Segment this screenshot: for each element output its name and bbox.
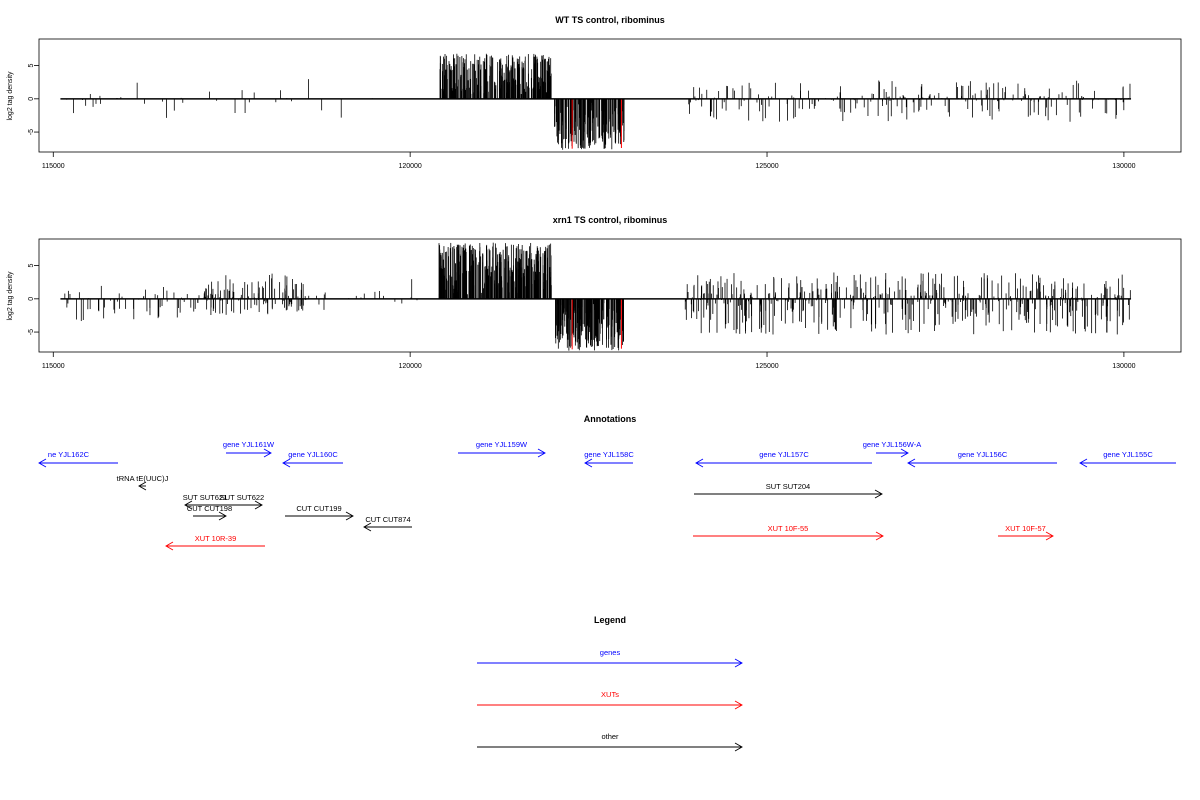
legend-label: XUTs bbox=[601, 690, 619, 699]
annotation-arrow-head bbox=[907, 458, 916, 468]
annotation-feature: SUT SUT621 bbox=[183, 493, 227, 510]
x-tick-label: 115000 bbox=[42, 163, 65, 170]
x-tick-label: 125000 bbox=[755, 363, 778, 370]
annotation-arrow-head bbox=[875, 531, 884, 541]
annotation-label: gene YJL159W bbox=[476, 440, 528, 449]
annotation-label: gene YJL158C bbox=[584, 450, 634, 459]
y-axis-label-xrn1: log2 tag density bbox=[7, 271, 14, 321]
x-tick-label: 120000 bbox=[398, 363, 421, 370]
y-axis-label-wt: log2 tag density bbox=[7, 71, 14, 121]
annotation-arrow-head bbox=[874, 489, 883, 499]
annotation-label: gene YJL156W-A bbox=[863, 440, 922, 449]
y-tick-label: -5 bbox=[28, 329, 35, 335]
y-tick-label: 0 bbox=[28, 97, 35, 101]
annotation-arrow-head bbox=[584, 458, 593, 468]
annotation-feature: SUT SUT622 bbox=[220, 493, 264, 510]
annotation-feature: SUT SUT204 bbox=[694, 482, 883, 499]
annotation-label: XUT 10F-57 bbox=[1005, 524, 1046, 533]
annotation-feature: XUT 10F-57 bbox=[998, 524, 1054, 541]
axes-xrn1: 115000 120000 125000 130000 -5 0 5 bbox=[28, 264, 1136, 370]
annotation-arrow-head bbox=[900, 448, 909, 458]
annotation-feature: gene YJL157C bbox=[695, 450, 872, 468]
legend-title: Legend bbox=[594, 615, 626, 625]
annotation-feature: gene YJL161W bbox=[223, 440, 275, 458]
annotation-arrow-head bbox=[184, 500, 193, 510]
annotation-label: XUT 10R-39 bbox=[195, 534, 237, 543]
annotations-title: Annotations bbox=[584, 414, 637, 424]
annotation-label: gene YJL160C bbox=[288, 450, 338, 459]
annotation-feature: XUT 10F-55 bbox=[693, 524, 884, 541]
annotation-label: gene YJL161W bbox=[223, 440, 275, 449]
annotation-arrow-head bbox=[38, 458, 47, 468]
annotation-arrow-head bbox=[218, 511, 227, 521]
legend-entry: XUTs bbox=[477, 690, 743, 710]
annotation-label: XUT 10F-55 bbox=[768, 524, 809, 533]
annotation-label: SUT SUT622 bbox=[220, 493, 264, 502]
panel-title-wt: WT TS control, ribominus bbox=[555, 15, 665, 25]
annotation-arrow-head bbox=[254, 500, 263, 510]
axes-wt: 115000 120000 125000 130000 -5 0 5 bbox=[28, 64, 1136, 170]
annotation-arrow-head bbox=[165, 541, 174, 551]
y-tick-label: 5 bbox=[28, 64, 35, 68]
annotation-label: ne YJL162C bbox=[48, 450, 90, 459]
annotation-label: SUT SUT204 bbox=[766, 482, 810, 491]
annotation-feature: gene YJL156C bbox=[907, 450, 1057, 468]
annotation-arrow-head bbox=[537, 448, 546, 458]
bars-wt bbox=[66, 53, 1131, 150]
x-tick-label: 130000 bbox=[1112, 363, 1135, 370]
annotation-feature: gene YJL156W-A bbox=[863, 440, 922, 458]
annotation-feature: CUT CUT199 bbox=[285, 504, 354, 521]
legend-entry: genes bbox=[477, 648, 743, 668]
annotation-feature: gene YJL160C bbox=[282, 450, 343, 468]
annotation-arrow-head bbox=[1045, 531, 1054, 541]
annotation-feature: CUT CUT198 bbox=[187, 504, 232, 521]
legend-label: genes bbox=[600, 648, 621, 657]
annotation-feature: gene YJL158C bbox=[584, 450, 634, 468]
bars-xrn1 bbox=[64, 242, 1131, 351]
legend-arrow-head bbox=[734, 700, 743, 710]
annotation-feature: tRNA tE(UUC)J bbox=[117, 474, 169, 491]
legend-label: other bbox=[601, 732, 619, 741]
x-tick-label: 115000 bbox=[42, 363, 65, 370]
legend-arrow-head bbox=[734, 742, 743, 752]
annotation-arrow-head bbox=[138, 481, 147, 491]
y-tick-label: 5 bbox=[28, 264, 35, 268]
panel-title-xrn1: xrn1 TS control, ribominus bbox=[553, 215, 668, 225]
annotation-feature: CUT CUT874 bbox=[363, 515, 412, 532]
x-tick-label: 120000 bbox=[398, 163, 421, 170]
annotation-label: gene YJL155C bbox=[1103, 450, 1153, 459]
annotation-arrow-head bbox=[1079, 458, 1088, 468]
annotation-label: gene YJL157C bbox=[759, 450, 809, 459]
annotation-arrow-head bbox=[363, 522, 372, 532]
legend-entry: other bbox=[477, 732, 743, 752]
wt-density-panel: WT TS control, ribominus 115000 120000 125… bbox=[7, 15, 1182, 170]
annotation-label: CUT CUT874 bbox=[365, 515, 410, 524]
legend-items: genes XUTs other bbox=[477, 648, 743, 752]
annotation-label: SUT SUT621 bbox=[183, 493, 227, 502]
x-tick-label: 130000 bbox=[1112, 163, 1135, 170]
annotation-feature: gene YJL155C bbox=[1079, 450, 1176, 468]
annotation-feature: gene YJL159W bbox=[458, 440, 546, 458]
annotation-arrow-head bbox=[263, 448, 272, 458]
plot-frame-xrn1 bbox=[38, 238, 1182, 353]
legend-panel: Legend genes XUTs other bbox=[477, 615, 743, 752]
annotation-items: ne YJL162C gene YJL161W gene YJL160C gene Y… bbox=[38, 440, 1176, 551]
annotations-panel: Annotations ne YJL162C gene YJL161W gene Y… bbox=[38, 414, 1176, 551]
annotation-arrow-head bbox=[282, 458, 291, 468]
annotation-arrow-head bbox=[695, 458, 704, 468]
annotation-label: CUT CUT198 bbox=[187, 504, 232, 513]
plot-frame-wt bbox=[38, 38, 1182, 153]
xrn1-density-panel: xrn1 TS control, ribominus 115000 120000 1… bbox=[7, 215, 1182, 370]
legend-arrow-head bbox=[734, 658, 743, 668]
x-tick-label: 125000 bbox=[755, 163, 778, 170]
annotation-feature: XUT 10R-39 bbox=[165, 534, 265, 551]
y-tick-label: 0 bbox=[28, 297, 35, 301]
annotation-label: tRNA tE(UUC)J bbox=[117, 474, 169, 483]
y-tick-label: -5 bbox=[28, 129, 35, 135]
annotation-label: CUT CUT199 bbox=[296, 504, 341, 513]
annotation-arrow-head bbox=[345, 511, 354, 521]
annotation-feature: ne YJL162C bbox=[38, 450, 118, 468]
annotation-label: gene YJL156C bbox=[958, 450, 1008, 459]
